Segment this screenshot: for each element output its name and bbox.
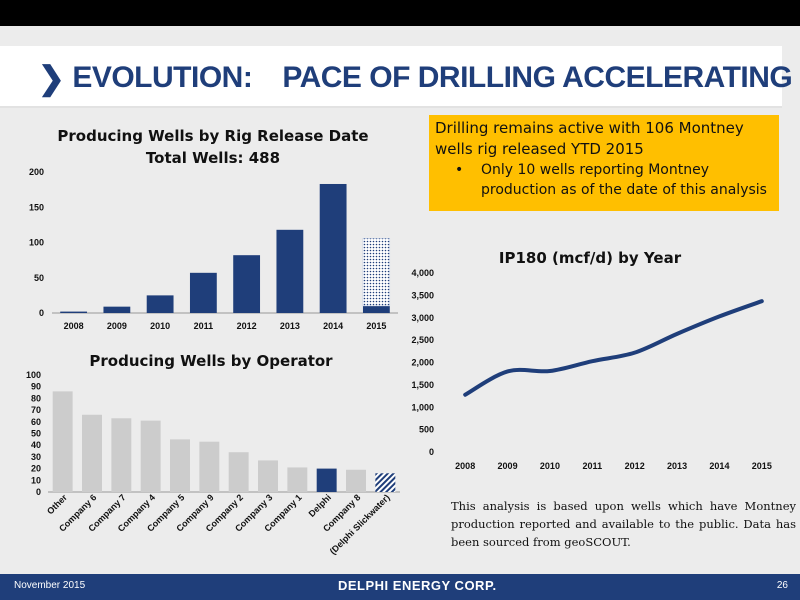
chart-title: Producing Wells by Rig Release Date [57, 127, 368, 145]
x-tick-label: 2015 [752, 461, 772, 471]
data-point [590, 359, 594, 363]
title-part-1: EVOLUTION: [72, 61, 253, 94]
data-point [633, 351, 637, 355]
chart-title: Producing Wells by Operator [89, 352, 333, 370]
bar [375, 473, 396, 492]
x-tick-label: 2011 [194, 321, 214, 331]
bar [82, 414, 102, 492]
bar [233, 255, 261, 313]
data-point [506, 369, 510, 373]
x-tick-label: 2013 [667, 461, 687, 471]
data-point [548, 369, 552, 373]
callout-box: Drilling remains active with 106 Montney… [429, 115, 779, 211]
title-part-2: PACE OF DRILLING ACCELERATING [282, 61, 793, 94]
y-tick-label: 70 [31, 405, 41, 415]
x-tick-label: 2009 [107, 321, 127, 331]
bar [103, 306, 131, 313]
y-tick-label: 80 [31, 393, 41, 403]
bar [319, 183, 347, 313]
footer: November 2015 DELPHI ENERGY CORP. 26 [0, 574, 800, 600]
y-tick-label: 0 [39, 308, 44, 318]
x-tick-label: 2014 [709, 461, 729, 471]
y-tick-label: 1,500 [411, 380, 434, 390]
y-tick-label: 100 [29, 238, 44, 248]
bar [170, 439, 190, 492]
x-tick-label: 2012 [625, 461, 645, 471]
x-tick-label: Delphi [307, 492, 334, 519]
bar [316, 468, 337, 492]
y-tick-label: 150 [29, 202, 44, 212]
y-tick-label: 1,000 [411, 402, 434, 412]
bar [189, 272, 217, 313]
y-tick-label: 10 [31, 475, 41, 485]
callout-text: Drilling remains active with 106 Montney… [435, 119, 744, 158]
bar [228, 452, 249, 492]
x-tick-label: 2010 [150, 321, 170, 331]
y-tick-label: 0 [429, 447, 434, 457]
x-tick-label: 2013 [280, 321, 300, 331]
y-tick-label: 500 [419, 425, 434, 435]
y-tick-label: 0 [36, 487, 41, 497]
bar [52, 391, 73, 492]
x-tick-label: 2014 [323, 321, 343, 331]
bar [362, 305, 390, 313]
y-tick-label: 3,500 [411, 290, 434, 300]
y-tick-label: 3,000 [411, 313, 434, 323]
bar [276, 229, 304, 313]
company-logo: DELPHI ENERGY CORP. [338, 578, 497, 593]
ip180-chart: IP180 (mcf/d) by Year 0 500 1,000 1,500 2,000… [411, 249, 771, 471]
data-point [463, 393, 467, 397]
y-tick-label: 50 [31, 429, 41, 439]
x-tick-label: 2015 [366, 321, 386, 331]
chevron-right-icon: ❯ [38, 60, 65, 96]
series-line [463, 299, 764, 397]
rig-release-chart: Producing Wells by Rig Release Date Total… [29, 127, 398, 331]
bar [60, 311, 88, 313]
bullet-icon: • [455, 162, 464, 178]
chart-title: IP180 (mcf/d) by Year [499, 249, 682, 267]
data-point [717, 314, 721, 318]
callout-bullet: • Only 10 wells reporting Montney produc… [455, 160, 773, 200]
source-note: This analysis is based upon wells which … [451, 499, 796, 549]
y-tick-label: 60 [31, 417, 41, 427]
callout-bullet-text: Only 10 wells reporting Montney producti… [481, 162, 767, 198]
bar-hatched [362, 238, 391, 307]
bar [111, 418, 132, 492]
chart-subtitle: Total Wells: 488 [146, 149, 280, 167]
bar [199, 441, 220, 492]
y-tick-label: 50 [34, 273, 44, 283]
y-tick-label: 100 [26, 370, 41, 380]
x-tick-label: 2010 [540, 461, 560, 471]
y-tick-label: 200 [29, 167, 44, 177]
x-tick-label: Other [45, 492, 69, 516]
page-title: ❯ EVOLUTION: PACE OF DRILLING ACCELERATI… [38, 60, 793, 96]
y-tick-label: 4,000 [411, 268, 434, 278]
x-tick-label: 2011 [583, 461, 603, 471]
x-tick-label: 2008 [64, 321, 84, 331]
x-tick-label: 2008 [455, 461, 475, 471]
data-point [675, 332, 679, 336]
data-point [760, 299, 764, 303]
bar [140, 420, 161, 492]
x-tick-label: 2009 [498, 461, 518, 471]
y-tick-label: 40 [31, 440, 41, 450]
top-bar [0, 0, 800, 26]
page-number: 26 [776, 580, 788, 591]
footer-date: November 2015 [14, 580, 86, 591]
bar [258, 460, 278, 492]
bar [287, 467, 308, 492]
bar [146, 295, 174, 313]
header-band [0, 46, 782, 108]
y-tick-label: 20 [31, 464, 41, 474]
bar [346, 469, 366, 492]
y-tick-label: 2,500 [411, 335, 434, 345]
x-tick-label: 2012 [237, 321, 257, 331]
y-tick-label: 90 [31, 382, 41, 392]
y-tick-label: 2,000 [411, 358, 434, 368]
y-tick-label: 30 [31, 452, 41, 462]
